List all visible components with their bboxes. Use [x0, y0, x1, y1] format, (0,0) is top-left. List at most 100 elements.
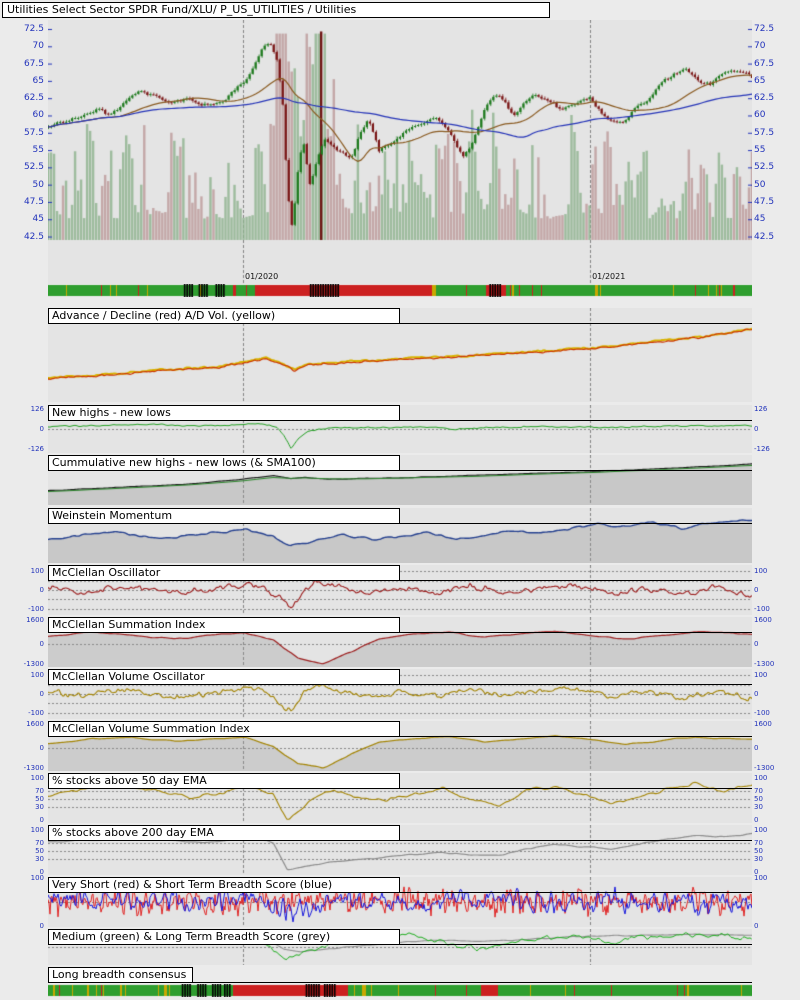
price-axis-label-right: 70 — [754, 41, 766, 52]
price-axis-label-right: 67.5 — [754, 58, 775, 69]
price-axis-label-right: 50 — [754, 179, 766, 190]
panel-axis-label-left: 0 — [39, 690, 44, 698]
price-axis-label-left: 50 — [32, 179, 44, 190]
x-axis-date-label: 01/2021 — [592, 272, 626, 281]
panel-axis-label-left: 0 — [39, 921, 44, 930]
panel-rule-new-highs-new-lows — [48, 420, 752, 421]
panel-axis-label-left: -126 — [28, 445, 44, 454]
panel-ribbon-long-breadth-consensus — [48, 984, 752, 997]
panel-axis-label-right: 0 — [754, 586, 759, 594]
panel-axis-label-right: 0 — [754, 921, 759, 930]
panel-axis-label-left: 0 — [39, 744, 44, 753]
panel-rule-cumulative-new-highs-lows — [48, 470, 752, 471]
panel-axis-label-right: 0 — [754, 867, 759, 876]
panel-axis-label-right: 1600 — [754, 616, 772, 625]
price-axis-label-left: 65 — [32, 75, 44, 86]
panel-rule-advance-decline — [48, 323, 752, 324]
panel-axis-label-left: 100 — [30, 567, 44, 576]
panel-axis-label-left: 100 — [30, 774, 44, 782]
panel-axis-label-left: 1600 — [26, 720, 44, 729]
panel-axis-label-left: 1600 — [26, 616, 44, 625]
panel-axis-label-left: -1300 — [23, 763, 44, 772]
price-axis-label-left: 70 — [32, 41, 44, 52]
x-axis-date-label: 01/2020 — [245, 272, 279, 281]
price-axis-label-left: 47.5 — [23, 196, 44, 207]
panel-rule-pct-above-200ema — [48, 840, 752, 841]
price-axis-label-right: 65 — [754, 75, 766, 86]
panel-axis-label-right: -1300 — [754, 659, 775, 668]
price-axis-label-right: 62.5 — [754, 93, 775, 104]
price-axis-label-left: 72.5 — [23, 23, 44, 34]
panel-axis-label-left: 0 — [39, 815, 44, 824]
panel-axis-label-right: 30 — [754, 803, 763, 812]
panel-rule-breadth-short-term — [48, 892, 752, 893]
price-axis-label-left: 55 — [32, 145, 44, 156]
price-axis-label-left: 60 — [32, 110, 44, 121]
panel-label-mcclellan-oscillator: McClellan Oscillator — [48, 565, 400, 581]
price-axis-label-left: 67.5 — [23, 58, 44, 69]
panel-axis-label-right: 0 — [754, 640, 759, 649]
panel-axis-label-left: 70 — [35, 838, 44, 847]
panel-axis-label-right: 70 — [754, 786, 763, 795]
panel-label-mcclellan-volume-summation: McClellan Volume Summation Index — [48, 721, 400, 737]
panel-rule-mcclellan-summation — [48, 632, 752, 633]
panel-label-pct-above-50ema: % stocks above 50 day EMA — [48, 773, 400, 789]
panel-label-long-breadth-consensus: Long breadth consensus — [48, 967, 193, 983]
panel-axis-label-left: 0 — [39, 425, 44, 433]
panel-axis-label-right: -1300 — [754, 763, 775, 772]
panel-label-breadth-short-term: Very Short (red) & Short Term Breadth Sc… — [48, 877, 400, 893]
panel-axis-label-right: 50 — [754, 846, 763, 855]
panel-axis-label-right: 30 — [754, 855, 763, 864]
panel-label-breadth-medium-long: Medium (green) & Long Term Breadth Score… — [48, 929, 400, 945]
panel-axis-label-left: 0 — [39, 640, 44, 649]
market-condition-ribbon — [48, 284, 752, 297]
price-axis-label-left: 57.5 — [23, 127, 44, 138]
panel-axis-label-right: 50 — [754, 794, 763, 803]
panel-axis-label-right: -100 — [754, 708, 770, 717]
price-axis-label-right: 45 — [754, 214, 766, 225]
panel-axis-label-left: 70 — [35, 786, 44, 795]
panel-axis-label-left: 100 — [30, 671, 44, 680]
price-axis-label-right: 55 — [754, 145, 766, 156]
price-axis-label-left: 62.5 — [23, 93, 44, 104]
panel-axis-label-left: 0 — [39, 586, 44, 594]
panel-label-advance-decline: Advance / Decline (red) A/D Vol. (yellow… — [48, 308, 400, 324]
panel-axis-label-right: 100 — [754, 826, 768, 834]
panel-axis-label-left: 126 — [30, 404, 44, 413]
panel-label-new-highs-new-lows: New highs - new lows — [48, 405, 400, 421]
price-chart-canvas — [48, 20, 752, 284]
panel-rule-long-breadth-consensus — [48, 982, 752, 983]
panel-axis-label-left: 0 — [39, 867, 44, 876]
price-axis-label-left: 52.5 — [23, 162, 44, 173]
panel-axis-label-right: 1600 — [754, 720, 772, 729]
price-axis-label-right: 72.5 — [754, 23, 775, 34]
panel-label-weinstein-momentum: Weinstein Momentum — [48, 508, 400, 524]
price-axis-label-left: 45 — [32, 214, 44, 225]
panel-rule-pct-above-50ema — [48, 788, 752, 789]
price-axis-label-right: 42.5 — [754, 231, 775, 242]
panel-axis-label-right: 100 — [754, 874, 768, 883]
chart-title: Utilities Select Sector SPDR Fund/XLU/ P… — [2, 2, 550, 18]
panel-axis-label-right: 0 — [754, 690, 759, 698]
panel-axis-label-right: -126 — [754, 445, 770, 454]
panel-label-mcclellan-summation: McClellan Summation Index — [48, 617, 400, 633]
panel-rule-weinstein-momentum — [48, 523, 752, 524]
panel-axis-label-right: 100 — [754, 774, 768, 782]
panel-rule-mcclellan-volume-oscillator — [48, 684, 752, 685]
panel-rule-mcclellan-volume-summation — [48, 736, 752, 737]
price-axis-label-right: 60 — [754, 110, 766, 121]
panel-axis-label-left: -1300 — [23, 659, 44, 668]
panel-label-mcclellan-volume-oscillator: McClellan Volume Oscillator — [48, 669, 400, 685]
panel-axis-label-left: -100 — [28, 604, 44, 613]
panel-axis-label-left: 50 — [35, 794, 44, 803]
panel-axis-label-right: 0 — [754, 744, 759, 753]
panel-axis-label-right: 100 — [754, 671, 768, 680]
price-axis-label-left: 42.5 — [23, 231, 44, 242]
panel-axis-label-left: 50 — [35, 846, 44, 855]
panel-label-cumulative-new-highs-lows: Cummulative new highs - new lows (& SMA1… — [48, 455, 400, 471]
panel-axis-label-left: 30 — [35, 855, 44, 864]
price-axis-label-right: 52.5 — [754, 162, 775, 173]
panel-axis-label-left: 30 — [35, 803, 44, 812]
panel-axis-label-right: -100 — [754, 604, 770, 613]
